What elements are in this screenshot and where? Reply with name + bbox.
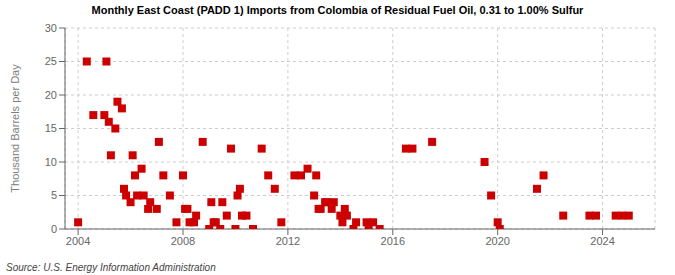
svg-text:30: 30: [45, 22, 57, 34]
svg-text:20: 20: [45, 89, 57, 101]
svg-text:15: 15: [45, 122, 57, 134]
svg-text:0: 0: [51, 223, 57, 235]
svg-text:2012: 2012: [276, 235, 300, 247]
svg-text:2016: 2016: [381, 235, 405, 247]
svg-text:10: 10: [45, 156, 57, 168]
svg-text:2008: 2008: [171, 235, 195, 247]
svg-text:Thousand Barrels per Day: Thousand Barrels per Day: [9, 64, 21, 193]
html-text:Monthly East Coast (PADD 1) Im: Monthly East Coast (PADD 1) Imports from…: [91, 4, 584, 16]
svg-text:2020: 2020: [485, 235, 509, 247]
svg-text:2004: 2004: [66, 235, 90, 247]
svg-text:25: 25: [45, 55, 57, 67]
svg-text:5: 5: [51, 189, 57, 201]
html-text:Source: U.S. Energy Informatio: Source: U.S. Energy Information Administ…: [6, 262, 216, 273]
svg-text:2024: 2024: [590, 235, 614, 247]
